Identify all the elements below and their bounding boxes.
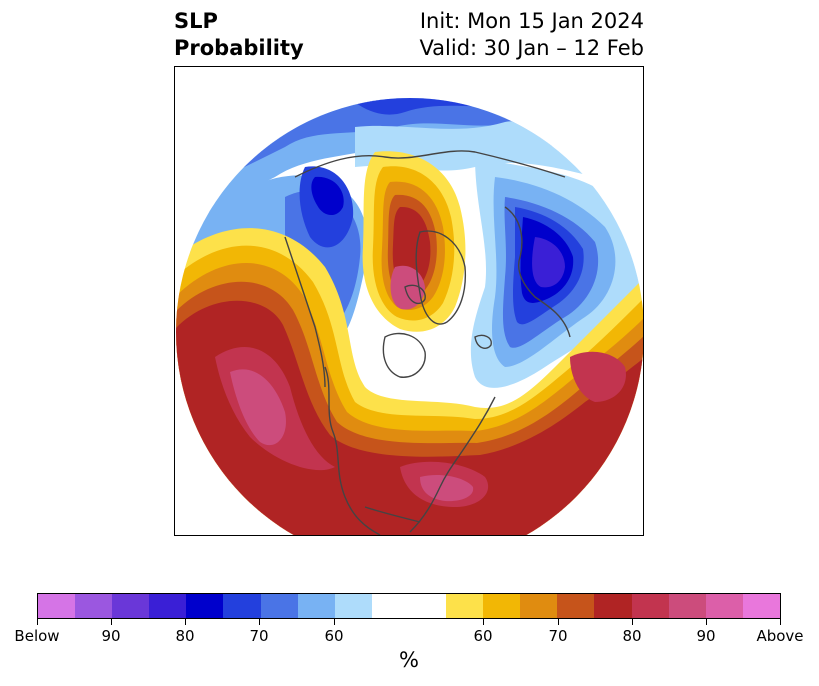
init-date: Init: Mon 15 Jan 2024	[419, 9, 644, 33]
colorbar-segment	[446, 594, 484, 618]
colorbar-segment	[334, 594, 372, 618]
colorbar-segment	[557, 594, 595, 618]
coastline	[409, 396, 496, 533]
colorbar-segment	[38, 594, 76, 618]
colorbar-tick-label: 60	[324, 627, 344, 645]
coastline	[415, 230, 467, 325]
colorbar-tick-label: 90	[101, 627, 121, 645]
colorbar-segment	[594, 594, 632, 618]
coastline	[382, 332, 426, 378]
colorbar-tick-label: Below	[14, 627, 60, 645]
valid-date: Valid: 30 Jan – 12 Feb	[419, 36, 644, 60]
colorbar-tick	[780, 619, 781, 625]
colorbar-segment	[742, 594, 780, 618]
colorbar-segment	[149, 594, 187, 618]
colorbar-segment	[297, 594, 335, 618]
negative-region	[311, 176, 344, 216]
colorbar-tick	[558, 619, 559, 625]
colorbar-tick	[334, 619, 335, 625]
coastline	[324, 366, 381, 535]
colorbar-tick-label: 70	[249, 627, 269, 645]
colorbar-tick	[706, 619, 707, 625]
positive-region	[176, 300, 643, 535]
positive-region	[570, 351, 626, 402]
colorbar-tick-label: 80	[622, 627, 642, 645]
colorbar-tick-label: Above	[756, 627, 804, 645]
colorbar-segment	[631, 594, 669, 618]
colorbar-tick	[632, 619, 633, 625]
colorbar-segment	[705, 594, 743, 618]
positive-region	[230, 369, 286, 446]
colorbar-segment	[260, 594, 298, 618]
positive-region	[390, 265, 425, 310]
colorbar-segment	[186, 594, 224, 618]
coastline	[474, 334, 492, 349]
colorbar-segment	[520, 594, 558, 618]
probability-map	[174, 66, 644, 536]
coastline	[504, 206, 571, 338]
date-info: Init: Mon 15 Jan 2024 Valid: 30 Jan – 12…	[419, 8, 644, 62]
colorbar-tick	[111, 619, 112, 625]
colorbar	[37, 593, 781, 619]
colorbar-segment	[112, 594, 150, 618]
colorbar-tick	[185, 619, 186, 625]
map-title: SLP Probability	[174, 8, 304, 62]
negative-region	[532, 237, 565, 288]
colorbar-tick-label: 60	[473, 627, 493, 645]
colorbar-segment	[371, 594, 447, 618]
colorbar-segment	[668, 594, 706, 618]
coastline	[284, 236, 326, 388]
coastline	[404, 284, 426, 305]
title-line-1: SLP	[174, 9, 218, 33]
colorbar-tick-label: 70	[548, 627, 568, 645]
colorbar-tick-label: 80	[175, 627, 195, 645]
colorbar-unit: %	[399, 648, 419, 672]
colorbar-segment	[223, 594, 261, 618]
colorbar-tick	[483, 619, 484, 625]
colorbar-segment	[75, 594, 113, 618]
coastline	[294, 150, 566, 178]
polar-map	[176, 67, 643, 535]
coastline	[364, 506, 421, 523]
colorbar-tick	[259, 619, 260, 625]
probability-field	[176, 67, 643, 535]
colorbar-tick	[37, 619, 38, 625]
colorbar-tick-label: 90	[696, 627, 716, 645]
negative-region	[365, 67, 535, 97]
colorbar-segment	[483, 594, 521, 618]
positive-region	[420, 475, 474, 502]
coastlines	[284, 150, 571, 535]
title-line-2: Probability	[174, 36, 304, 60]
